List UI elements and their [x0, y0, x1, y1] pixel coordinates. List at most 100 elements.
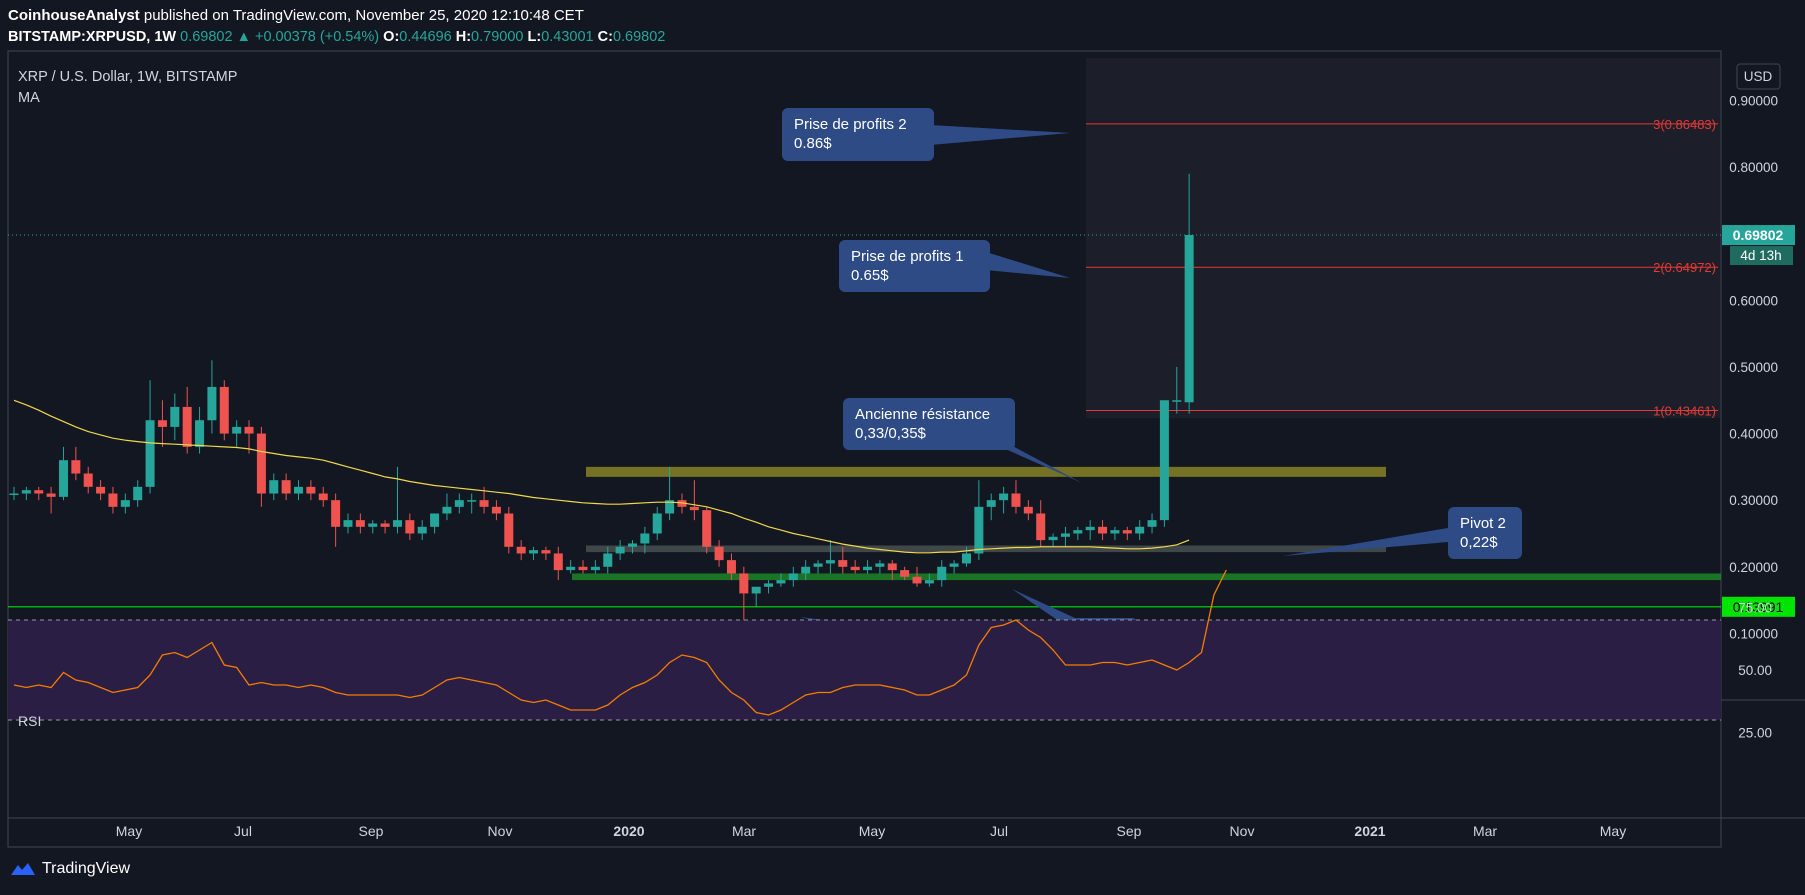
- candle-body: [157, 420, 167, 427]
- candle-body: [34, 490, 44, 494]
- candle-body: [1110, 530, 1120, 534]
- candle-body: [368, 523, 378, 527]
- candle-body: [603, 553, 613, 567]
- candle-body: [863, 566, 873, 571]
- callout-pointer: [1012, 589, 1088, 626]
- candle-body: [875, 563, 885, 567]
- candle-body: [58, 460, 68, 497]
- candle-body: [665, 500, 675, 514]
- tradingview-icon: [11, 863, 35, 875]
- price-tick-label: 0.10000: [1729, 626, 1778, 641]
- candle-body: [949, 563, 959, 567]
- fib-level-label: 1(0.43461): [1653, 404, 1716, 419]
- currency-button-frame: [1736, 63, 1781, 90]
- tradingview-logo[interactable]: TradingView: [10, 860, 130, 878]
- candle-body: [133, 486, 143, 501]
- candle-body: [232, 426, 242, 434]
- candle-body: [269, 480, 279, 494]
- countdown-badge: [1730, 246, 1793, 266]
- candle-body: [145, 420, 155, 487]
- measure-region: [1086, 58, 1720, 418]
- callout-title: Prise de profits 2: [794, 116, 907, 133]
- candle-body: [417, 526, 427, 534]
- publish-date: published on TradingView.com, November 2…: [143, 7, 584, 24]
- price-tick-label: 0.90000: [1729, 94, 1778, 109]
- candle-body: [714, 546, 724, 561]
- candle-body: [825, 560, 835, 564]
- candle-body: [900, 570, 910, 577]
- close-label: C:: [597, 29, 613, 45]
- last-price-badge: [1722, 225, 1795, 246]
- candle-body: [1159, 400, 1169, 521]
- candle-body: [628, 543, 637, 547]
- candle-body: [1135, 526, 1145, 534]
- time-tick-label: May: [116, 823, 142, 839]
- price-tick-label: 0.20000: [1729, 560, 1778, 575]
- candle-body: [467, 500, 477, 502]
- moving-average-line: [13, 399, 1190, 554]
- candle-body: [813, 563, 823, 567]
- candle-body: [71, 460, 81, 474]
- zone-yellow: [586, 466, 1386, 477]
- candle-body: [801, 566, 811, 574]
- candle-body: [677, 500, 687, 507]
- candle-body: [1147, 520, 1157, 527]
- candle-body: [281, 480, 291, 494]
- candle-body: [788, 573, 798, 581]
- callout-pointer: [986, 252, 1070, 278]
- open-label: O:: [383, 29, 400, 45]
- callout-4: Pivot 2 0,22$: [1283, 507, 1522, 559]
- callout-title: Pivot 2: [1460, 515, 1506, 532]
- candle-body: [640, 533, 650, 544]
- rsi-tick-label: 75.00: [1738, 601, 1772, 616]
- candle-body: [120, 500, 130, 507]
- last-price: 0.69802: [180, 29, 233, 45]
- fib-level-label: 3(0.86483): [1653, 117, 1716, 132]
- last-price-label: 0.69802: [1733, 227, 1784, 243]
- time-tick-label: May: [1600, 823, 1626, 839]
- candle-body: [294, 486, 304, 494]
- candle-body: [739, 573, 749, 594]
- candle-body: [405, 520, 415, 534]
- candle-body: [207, 386, 217, 421]
- candle-body: [974, 506, 984, 554]
- support-price-badge: [1722, 596, 1795, 617]
- rsi-tick-label: 25.00: [1738, 726, 1772, 741]
- candle-body: [355, 520, 365, 527]
- fib-level-label: 2(0.64972): [1653, 260, 1716, 275]
- candle-body: [182, 406, 192, 447]
- time-tick-label: 2021: [1354, 823, 1385, 839]
- currency-button[interactable]: USD: [1736, 63, 1781, 90]
- candle-body: [751, 586, 761, 594]
- low-label: L:: [527, 29, 542, 45]
- candle-body: [1085, 526, 1095, 531]
- callout-pointer: [930, 125, 1070, 145]
- author-name[interactable]: CoinhouseAnalyst: [8, 7, 140, 24]
- callout-pointer: [1283, 528, 1448, 556]
- candle-body: [516, 546, 526, 554]
- candle-body: [442, 506, 452, 514]
- time-tick-label: Mar: [732, 823, 756, 839]
- price-tick-label: 0.60000: [1729, 293, 1778, 308]
- candle-body: [331, 500, 341, 527]
- candle-body: [541, 550, 551, 554]
- candle-body: [961, 553, 971, 564]
- rsi-title: RSI: [18, 713, 41, 729]
- candle-body: [219, 386, 229, 434]
- candle-body: [380, 523, 390, 527]
- candle-body: [912, 576, 922, 584]
- callout-box: [1448, 507, 1522, 559]
- candle-body: [529, 550, 539, 554]
- candle-body: [578, 566, 588, 571]
- candle-body: [170, 406, 180, 427]
- rsi-line: [13, 569, 1227, 716]
- candle-body: [838, 560, 848, 567]
- close-value: 0.69802: [612, 29, 666, 45]
- candle-body: [850, 566, 860, 571]
- candle-body: [244, 426, 254, 434]
- callout-value: 0,33/0,35$: [855, 425, 927, 442]
- low-value: 0.43001: [541, 29, 594, 45]
- candle-body: [1172, 400, 1182, 402]
- candle-body: [1184, 235, 1194, 403]
